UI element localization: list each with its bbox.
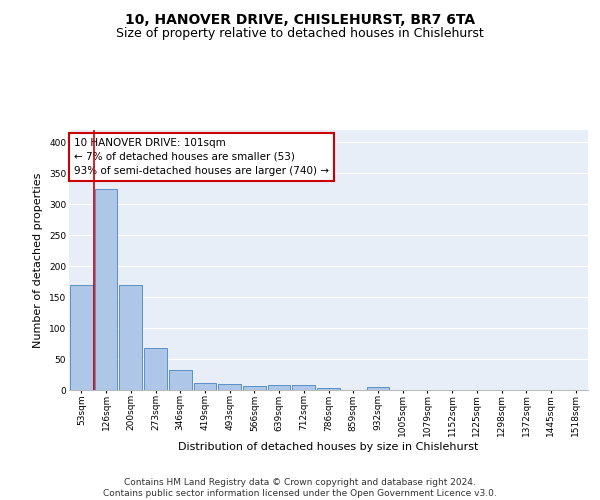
Text: 10 HANOVER DRIVE: 101sqm
← 7% of detached houses are smaller (53)
93% of semi-de: 10 HANOVER DRIVE: 101sqm ← 7% of detache… [74,138,329,176]
Text: 10, HANOVER DRIVE, CHISLEHURST, BR7 6TA: 10, HANOVER DRIVE, CHISLEHURST, BR7 6TA [125,12,475,26]
Bar [292,385,315,390]
Bar [268,385,290,390]
Bar [70,285,93,390]
Bar [367,387,389,390]
X-axis label: Distribution of detached houses by size in Chislehurst: Distribution of detached houses by size … [178,442,479,452]
Text: Size of property relative to detached houses in Chislehurst: Size of property relative to detached ho… [116,28,484,40]
Text: Contains HM Land Registry data © Crown copyright and database right 2024.
Contai: Contains HM Land Registry data © Crown c… [103,478,497,498]
Bar [95,189,118,390]
Bar [169,370,191,390]
Bar [243,386,266,390]
Bar [144,348,167,390]
Bar [119,285,142,390]
Bar [317,388,340,390]
Bar [194,383,216,390]
Bar [218,384,241,390]
Y-axis label: Number of detached properties: Number of detached properties [34,172,43,348]
